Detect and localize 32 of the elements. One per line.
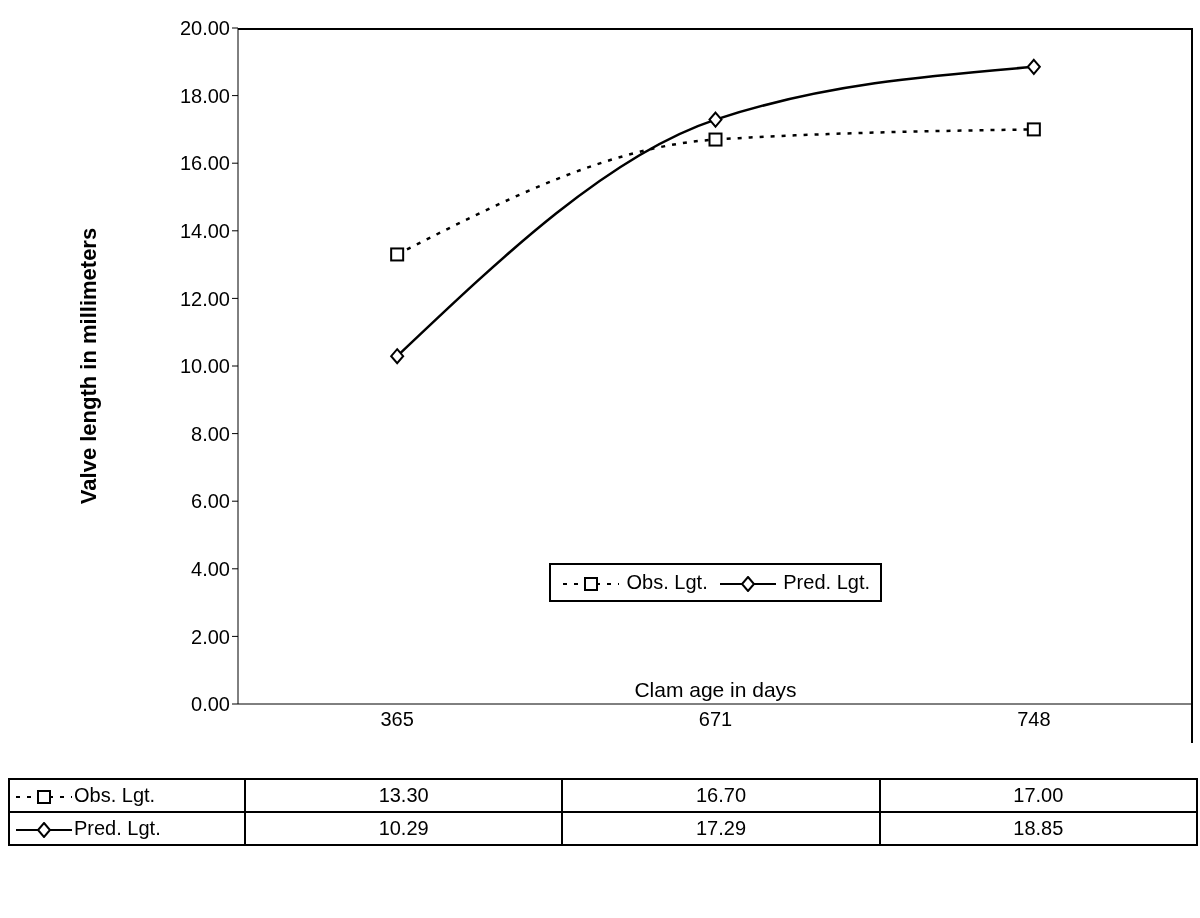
data-label: 18.85 <box>879 812 1197 845</box>
data-label: 17.00 <box>879 779 1197 812</box>
point <box>1026 122 1041 137</box>
y-tick-label: 2.00 <box>191 625 230 648</box>
point <box>708 111 723 128</box>
legend-label: Pred. Lgt. <box>782 571 870 594</box>
point <box>708 132 723 147</box>
text: Obs. Lgt. <box>74 784 156 806</box>
y-tick-label: 4.00 <box>191 557 230 580</box>
x-tick-label: 748 <box>1017 708 1051 731</box>
data-label: 10.29 <box>245 812 563 845</box>
point <box>1026 58 1041 75</box>
point <box>390 247 405 262</box>
data-label: 16.70 <box>562 779 880 812</box>
text: Pred. Lgt. <box>74 817 161 839</box>
y-tick-label: 10.00 <box>179 355 230 378</box>
legend-label: Obs. Lgt. <box>625 571 708 594</box>
y-tick-label: 6.00 <box>191 490 230 513</box>
y-tick-label: 20.00 <box>179 17 230 40</box>
data-label: 17.29 <box>562 812 880 845</box>
x-tick-label: 671 <box>698 708 733 731</box>
data-label: 13.30 <box>245 779 563 812</box>
y-tick-label: 18.00 <box>179 84 230 107</box>
point <box>390 348 405 365</box>
y-tick-label: 8.00 <box>191 422 230 445</box>
x-tick-label: 365 <box>380 708 414 731</box>
y-tick-label: 0.00 <box>191 693 230 716</box>
y-tick-label: 16.00 <box>179 152 230 175</box>
y-tick-label: 14.00 <box>179 219 230 242</box>
y-tick-label: 12.00 <box>179 287 230 310</box>
y-axis-title: Valve length in millimeters <box>75 227 101 505</box>
x-axis-title: Clam age in days <box>633 678 798 702</box>
